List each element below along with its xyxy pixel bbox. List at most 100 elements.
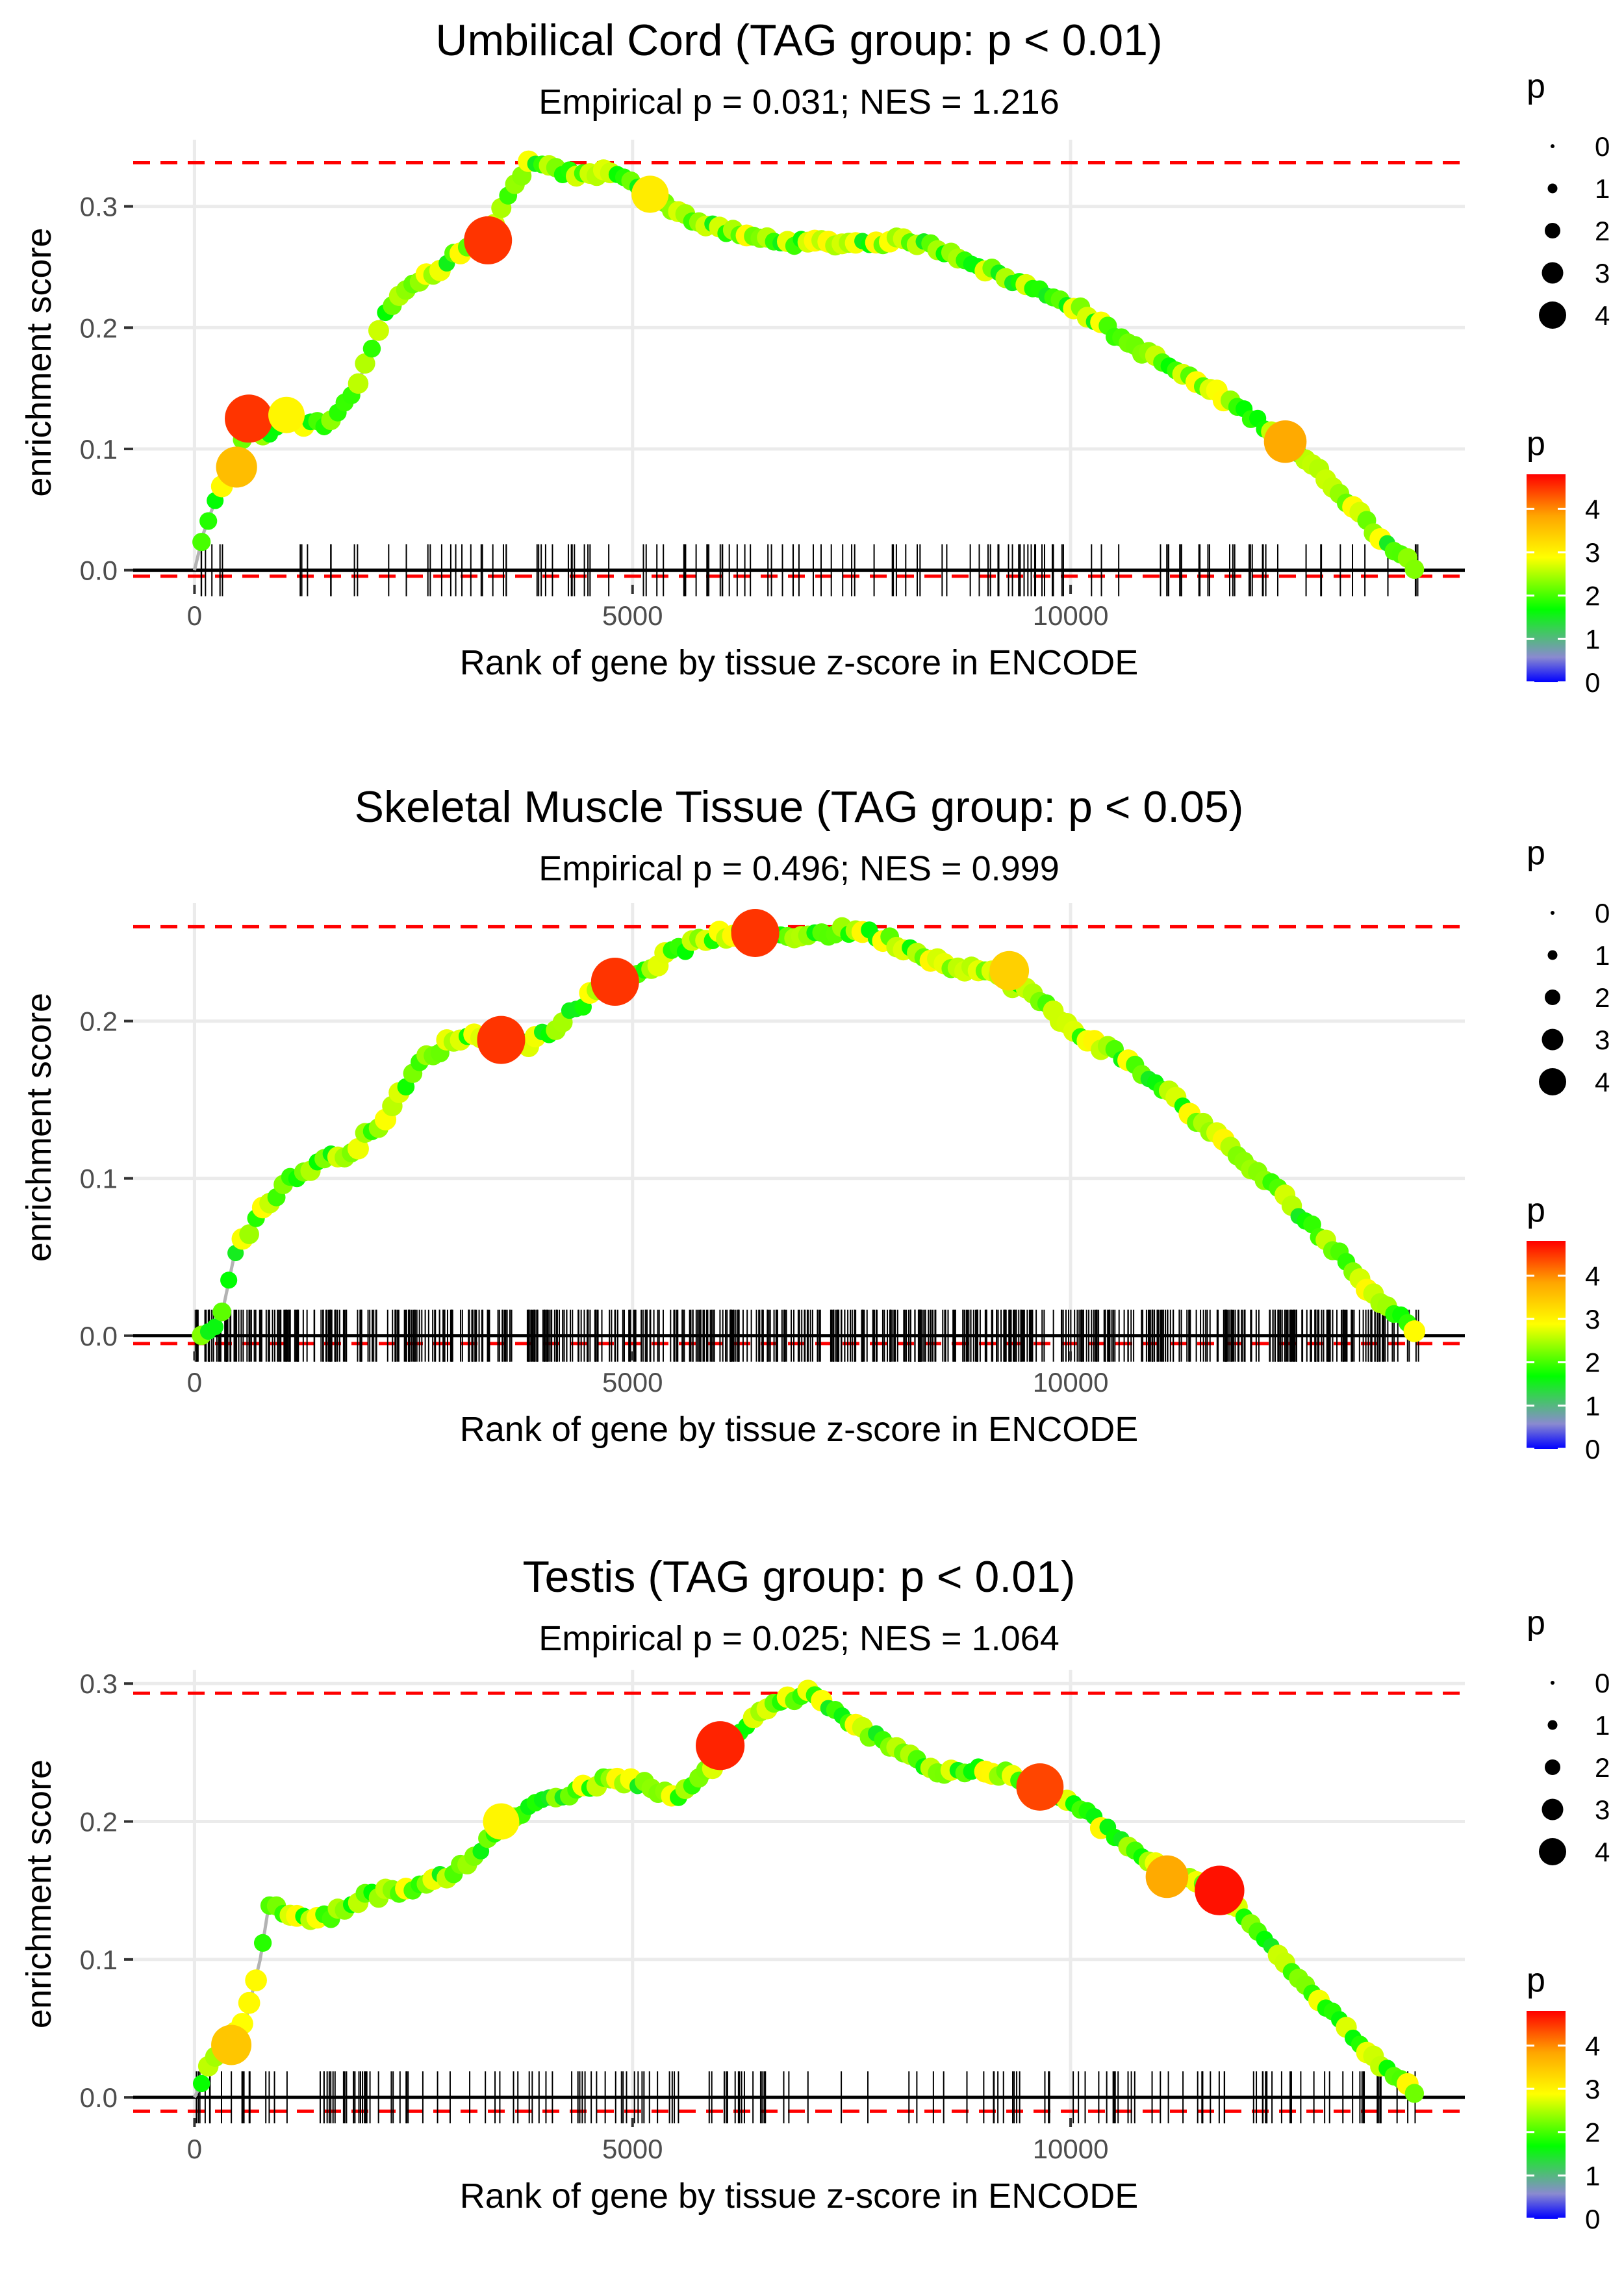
es-point [348,373,369,394]
size-legend-label: 4 [1595,300,1610,331]
size-legend-title: p [1527,68,1545,105]
size-legend-dot [1551,144,1554,148]
size-legend-label: 3 [1595,1795,1610,1825]
color-legend-bar [1527,474,1566,682]
es-point-highlight [1195,1865,1245,1915]
es-point-highlight [216,446,257,488]
size-legend-label: 1 [1595,173,1610,204]
x-axis-label: Rank of gene by tissue z-score in ENCODE [460,643,1138,682]
chart-title: Skeletal Muscle Tissue (TAG group: p < 0… [355,782,1244,832]
y-axis-label: enrichment score [19,1759,58,2028]
es-point-highlight [1016,1763,1064,1811]
color-legend-label: 2 [1585,581,1600,611]
es-point-highlight [731,909,780,957]
x-tick-label: 0 [187,1367,202,1398]
color-legend-label: 1 [1585,1390,1600,1421]
y-axis-label: enrichment score [19,993,58,1262]
x-tick-label: 10000 [1033,600,1109,631]
es-point-highlight [1145,1855,1189,1898]
x-tick-label: 5000 [602,600,663,631]
chart-subtitle: Empirical p = 0.031; NES = 1.216 [539,83,1059,121]
size-legend-label: 3 [1595,258,1610,288]
color-legend-label: 2 [1585,2117,1600,2148]
x-tick-label: 0 [187,2134,202,2164]
es-points [192,150,1425,579]
es-point-highlight [989,951,1030,991]
size-legend-dot [1545,1759,1560,1775]
hit-rug [194,1309,1419,1362]
size-legend-dot [1542,262,1564,284]
size-legend-label: 1 [1595,940,1610,971]
es-points [192,909,1426,1346]
size-legend-dot [1545,223,1560,238]
es-point-highlight [225,394,273,443]
x-tick-label: 10000 [1033,1367,1109,1398]
color-legend-title: p [1527,1961,1545,1999]
y-tick-label: 0.2 [80,1807,118,1837]
color-legend-label: 3 [1585,2074,1600,2104]
chart-title: Testis (TAG group: p < 0.01) [523,1552,1076,1602]
es-point [245,1969,267,1991]
es-point [1403,1320,1426,1342]
size-legend-dot [1547,950,1558,960]
size-legend-dot [1547,1720,1558,1730]
size-legend-dot [1545,990,1560,1005]
color-legend-title: p [1527,425,1545,463]
es-point-highlight [268,396,305,433]
size-legend-label: 0 [1595,131,1610,162]
es-point [238,1991,260,2014]
size-legend-label: 2 [1595,982,1610,1013]
es-point [212,1302,232,1322]
y-tick-label: 0.2 [80,1006,118,1037]
es-point-highlight [464,216,513,264]
x-tick-label: 5000 [602,2134,663,2164]
y-tick-label: 0.1 [80,434,118,465]
x-axis-label: Rank of gene by tissue z-score in ENCODE [460,2177,1138,2216]
color-legend-bar [1527,1241,1566,1449]
color-legend-bar [1527,2011,1566,2219]
es-point [347,1138,369,1160]
color-legend-label: 0 [1585,2204,1600,2234]
es-point-highlight [483,1803,520,1840]
es-point-highlight [477,1016,526,1064]
legend: p 0 1 2 3 4 p 0 1 2 3 4 [1527,834,1610,1464]
es-point [253,1934,272,1952]
hit-rug [196,2071,1416,2124]
color-legend-label: 4 [1585,2030,1600,2061]
size-legend-label: 3 [1595,1025,1610,1055]
size-legend-dot [1542,1798,1564,1820]
color-legend-label: 2 [1585,1348,1600,1378]
legend: p 0 1 2 3 4 p 0 1 2 3 4 [1527,68,1610,698]
size-legend-label: 0 [1595,1668,1610,1698]
chart-subtitle: Empirical p = 0.025; NES = 1.064 [539,1619,1059,1658]
es-point-highlight [1263,420,1307,463]
color-legend-label: 0 [1585,667,1600,698]
es-point [368,320,389,341]
panel-1: Umbilical Cord (TAG group: p < 0.01) Empi… [19,16,1610,698]
es-point [193,2075,210,2093]
panel-3: Testis (TAG group: p < 0.01) Empirical p … [19,1552,1610,2234]
es-point [1404,2084,1425,2103]
color-legend-label: 4 [1585,494,1600,524]
grid [133,903,1465,1351]
grid [133,1670,1465,2118]
color-legend-title: p [1527,1192,1545,1229]
color-legend-label: 1 [1585,624,1600,654]
x-tick-label: 0 [187,600,202,631]
es-point [355,353,375,374]
size-legend-label: 2 [1595,1752,1610,1783]
x-tick-label: 10000 [1033,2134,1109,2164]
size-legend-label: 4 [1595,1067,1610,1097]
size-legend-label: 4 [1595,1837,1610,1867]
es-point [207,1318,224,1336]
chart-subtitle: Empirical p = 0.496; NES = 0.999 [539,849,1059,888]
color-legend-label: 0 [1585,1434,1600,1464]
es-point [199,512,218,530]
es-points [193,1680,1425,2103]
x-axis-label: Rank of gene by tissue z-score in ENCODE [460,1410,1138,1449]
y-tick-label: 0.0 [80,1321,118,1351]
es-point-highlight [211,2025,252,2065]
size-legend-dot [1547,183,1558,194]
size-legend-label: 1 [1595,1710,1610,1741]
